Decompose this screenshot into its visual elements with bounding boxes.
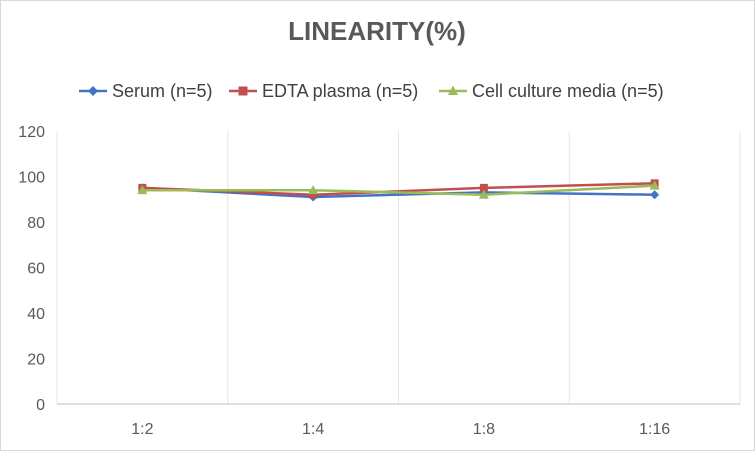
y-tick-label: 40 [27, 306, 45, 323]
data-point-triangle [649, 180, 660, 190]
legend-item-edta-plasma: EDTA plasma (n=5) [229, 81, 418, 101]
chart-title: LINEARITY(%) [288, 16, 466, 46]
legend-label-edta-plasma: EDTA plasma (n=5) [262, 81, 418, 101]
legend-marker-serum [88, 86, 98, 96]
data-point-triangle [308, 185, 319, 195]
legend-label-cell-culture-media: Cell culture media (n=5) [472, 81, 664, 101]
x-tick-label: 1:2 [131, 421, 153, 438]
data-point-triangle [137, 185, 148, 195]
y-tick-label: 20 [27, 352, 45, 369]
data-point-triangle [478, 189, 489, 199]
legend-label-serum: Serum (n=5) [112, 81, 213, 101]
legend-item-cell-culture-media: Cell culture media (n=5) [439, 81, 664, 101]
data-point-square [479, 183, 488, 192]
y-tick-label: 100 [18, 170, 45, 187]
data-point-diamond [650, 190, 660, 200]
legend-item-serum: Serum (n=5) [79, 81, 213, 101]
x-tick-label: 1:8 [473, 421, 495, 438]
y-tick-label: 0 [36, 397, 45, 414]
legend-marker-edta-plasma [238, 86, 248, 96]
legend-marker-cell-culture-media [448, 85, 458, 95]
x-tick-label: 1:16 [639, 421, 670, 438]
y-tick-label: 60 [27, 261, 45, 278]
y-tick-label: 120 [18, 124, 45, 141]
legend: Serum (n=5) EDTA plasma (n=5) Cell cultu… [79, 81, 664, 101]
y-tick-label: 80 [27, 215, 45, 232]
series-line-2 [142, 184, 655, 196]
plot-area: 0 20 40 60 80 100 120 1:2 1:4 1:8 1:16 [18, 124, 741, 438]
data-point-square [309, 190, 318, 199]
x-tick-label: 1:4 [302, 421, 324, 438]
